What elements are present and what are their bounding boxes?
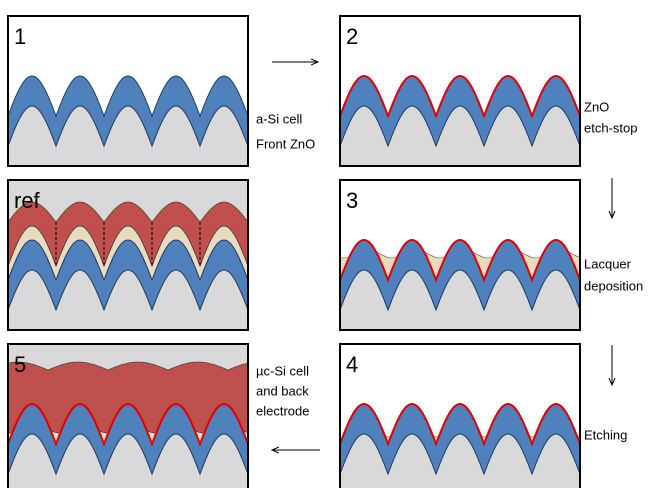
- note: ZnO: [584, 99, 609, 114]
- panel-border: [7, 179, 249, 331]
- panel-border: [339, 179, 581, 331]
- note: Etching: [584, 427, 627, 442]
- panel-border: [339, 15, 581, 167]
- panel-label: 2: [346, 24, 358, 49]
- panel: 1: [7, 15, 249, 167]
- note: Front ZnO: [256, 136, 315, 151]
- panel-border: [339, 343, 581, 488]
- note: electrode: [256, 403, 309, 418]
- note: etch-stop: [584, 120, 637, 135]
- substrate: [340, 270, 580, 330]
- etch-stop: [339, 238, 581, 283]
- panel-label: 5: [14, 352, 26, 377]
- substrate: [340, 106, 580, 166]
- panel: 5: [7, 343, 249, 488]
- substrate: [8, 106, 248, 166]
- substrate: [8, 434, 248, 488]
- note: and back: [256, 383, 309, 398]
- panel-label: ref: [14, 188, 41, 213]
- note: a-Si cell: [256, 111, 302, 126]
- note: deposition: [584, 278, 643, 293]
- panel: 2: [339, 15, 581, 167]
- panel-border: [7, 343, 249, 488]
- panel-border: [7, 15, 249, 167]
- etch-stop: [7, 402, 249, 447]
- substrate: [8, 270, 248, 330]
- panel-label: 4: [346, 352, 358, 377]
- note: Lacquer: [584, 256, 632, 271]
- panel-label: 1: [14, 24, 26, 49]
- panel: 3: [339, 179, 581, 331]
- etch-stop: [339, 74, 581, 119]
- substrate: [340, 434, 580, 488]
- panel: ref: [7, 179, 249, 331]
- etch-stop: [339, 402, 581, 447]
- panel: 4: [339, 343, 581, 488]
- note: µc-Si cell: [256, 363, 309, 378]
- panel-label: 3: [346, 188, 358, 213]
